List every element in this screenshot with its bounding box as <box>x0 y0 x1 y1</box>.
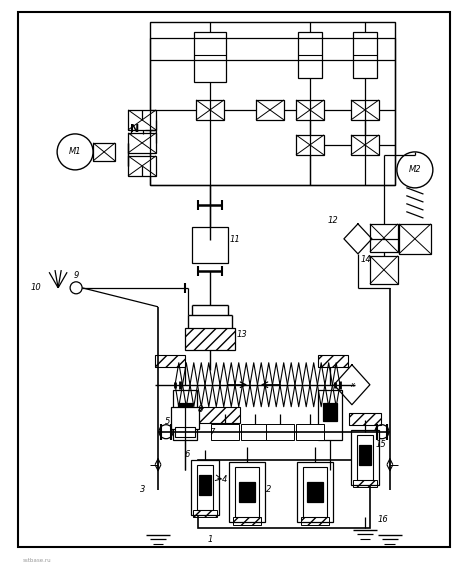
Bar <box>359 444 371 465</box>
Text: 12: 12 <box>327 217 338 226</box>
Bar <box>296 135 324 155</box>
Bar <box>233 517 261 525</box>
Bar <box>351 100 379 120</box>
Text: 15: 15 <box>375 440 386 449</box>
Circle shape <box>198 233 222 257</box>
Bar <box>155 355 185 367</box>
Text: 2: 2 <box>266 485 272 494</box>
Bar <box>199 475 211 495</box>
Bar <box>197 465 213 510</box>
Bar <box>191 460 219 515</box>
Bar <box>323 403 337 421</box>
Bar <box>370 256 398 284</box>
Text: M2: M2 <box>409 165 421 174</box>
Text: N: N <box>130 124 140 134</box>
Text: 3: 3 <box>141 485 146 494</box>
Circle shape <box>70 282 82 294</box>
Bar <box>196 100 224 120</box>
Bar <box>399 224 431 254</box>
Bar <box>297 462 333 522</box>
Bar <box>185 328 235 350</box>
Text: 5: 5 <box>164 417 170 426</box>
Text: 6: 6 <box>184 450 190 459</box>
Bar <box>296 424 324 440</box>
Bar <box>229 462 265 522</box>
Bar <box>351 430 379 484</box>
Text: M1: M1 <box>69 147 81 156</box>
Circle shape <box>57 134 93 170</box>
Text: 1: 1 <box>207 535 212 544</box>
Text: 11: 11 <box>230 235 241 244</box>
Text: 10: 10 <box>31 283 42 292</box>
Bar <box>256 100 284 120</box>
Bar <box>301 517 329 525</box>
Bar <box>128 110 156 130</box>
Bar <box>198 460 370 528</box>
Bar <box>128 156 156 176</box>
Bar <box>353 479 377 487</box>
Bar <box>194 32 226 82</box>
Bar <box>303 466 327 517</box>
Bar <box>318 390 342 440</box>
Circle shape <box>159 425 173 439</box>
Bar <box>296 100 324 120</box>
Bar <box>192 227 228 263</box>
Bar <box>173 390 197 440</box>
Text: x: x <box>350 382 354 387</box>
Text: 4: 4 <box>222 475 228 484</box>
Bar <box>241 424 269 440</box>
Circle shape <box>375 425 389 439</box>
Bar <box>307 482 323 501</box>
Bar <box>150 22 395 185</box>
Bar <box>239 482 255 501</box>
Bar <box>128 133 156 153</box>
Bar <box>353 32 377 78</box>
Text: 16: 16 <box>377 515 388 524</box>
Text: 13: 13 <box>237 331 248 340</box>
Bar <box>175 427 195 437</box>
Bar <box>357 435 373 479</box>
Text: sstbase.ru: sstbase.ru <box>22 558 51 563</box>
Bar <box>178 403 192 421</box>
Bar <box>211 424 239 440</box>
Text: 9: 9 <box>73 271 79 280</box>
Bar <box>235 466 259 517</box>
Text: 8: 8 <box>198 405 203 414</box>
Text: 7: 7 <box>209 428 215 437</box>
Bar <box>298 32 322 78</box>
Bar <box>266 424 294 440</box>
Bar <box>318 355 348 367</box>
Bar <box>370 224 398 252</box>
Bar <box>171 407 199 429</box>
Text: 14: 14 <box>361 255 371 265</box>
Bar <box>349 413 381 425</box>
Bar <box>351 135 379 155</box>
Bar <box>93 143 115 161</box>
Bar <box>193 510 217 517</box>
Bar <box>180 407 240 422</box>
Circle shape <box>397 152 433 188</box>
